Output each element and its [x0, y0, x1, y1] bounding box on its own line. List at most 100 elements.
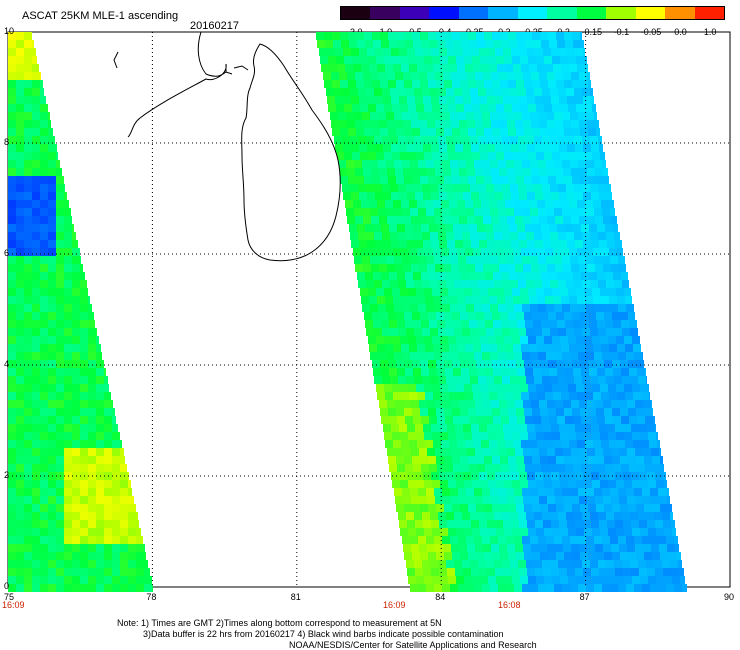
left-swath-cell	[48, 552, 56, 560]
left-swath-cell	[48, 568, 56, 576]
right-swath-cell	[576, 480, 584, 488]
left-swath-cell	[24, 512, 32, 520]
left-swath-cell	[88, 336, 96, 344]
right-swath-cell	[501, 40, 509, 48]
right-swath-cell	[510, 184, 518, 192]
right-swath-cell	[663, 568, 671, 576]
right-swath-cell	[601, 200, 609, 208]
right-swath-cell	[543, 96, 551, 104]
right-swath-cell	[502, 184, 510, 192]
right-swath-cell	[536, 528, 544, 536]
right-swath-cell	[581, 40, 584, 48]
right-swath-cell	[483, 216, 491, 224]
left-swath-cell	[40, 536, 48, 544]
right-swath-cell	[335, 144, 343, 152]
right-swath-cell	[398, 136, 406, 144]
right-swath-cell	[475, 448, 483, 456]
right-swath-cell	[422, 232, 430, 240]
right-swath-cell	[491, 216, 499, 224]
right-swath-cell	[618, 536, 626, 544]
right-swath-cell	[594, 208, 602, 216]
right-swath-cell	[618, 256, 625, 264]
right-swath-cell	[375, 48, 383, 56]
right-swath-cell	[404, 408, 412, 416]
right-swath-cell	[546, 208, 554, 216]
right-swath-cell	[578, 256, 586, 264]
right-swath-cell	[436, 32, 444, 40]
right-swath-cell	[523, 400, 531, 408]
right-swath-cell	[590, 88, 593, 96]
right-swath-cell	[563, 496, 571, 504]
left-swath-cell	[64, 400, 72, 408]
left-swath-cell	[32, 248, 40, 256]
left-swath-cell	[32, 72, 40, 80]
right-swath-cell	[431, 472, 439, 480]
right-swath-cell	[451, 544, 459, 552]
right-swath-cell	[497, 344, 505, 352]
right-swath-cell	[423, 192, 431, 200]
right-swath-cell	[512, 288, 520, 296]
right-swath-cell	[500, 552, 508, 560]
right-swath-cell	[393, 392, 401, 400]
right-swath-cell	[524, 176, 532, 184]
right-swath-cell	[577, 440, 585, 448]
right-swath-cell	[519, 424, 527, 432]
right-swath-cell	[402, 160, 410, 168]
right-swath-cell	[455, 192, 463, 200]
right-swath-cell	[414, 136, 422, 144]
right-swath-cell	[442, 352, 450, 360]
right-swath-cell	[645, 416, 653, 424]
left-swath-cell	[16, 512, 24, 520]
right-swath-cell	[463, 520, 471, 528]
right-swath-cell	[459, 168, 467, 176]
right-swath-cell	[377, 392, 385, 400]
right-swath-cell	[463, 144, 471, 152]
right-swath-cell	[513, 392, 521, 400]
right-swath-cell	[453, 416, 461, 424]
right-swath-cell	[386, 256, 394, 264]
right-swath-cell	[392, 288, 400, 296]
right-swath-cell	[660, 552, 668, 560]
colorbar-swatch	[635, 7, 666, 19]
left-swath-cell	[32, 120, 40, 128]
left-swath-cell	[24, 136, 32, 144]
left-swath-cell	[8, 352, 16, 360]
left-swath-cell	[112, 584, 120, 592]
right-swath-cell	[560, 432, 568, 440]
right-swath-cell	[450, 112, 458, 120]
right-swath-cell	[615, 568, 623, 576]
right-swath-cell	[396, 456, 404, 464]
right-swath-cell	[634, 584, 642, 592]
right-swath-cell	[410, 304, 418, 312]
right-swath-cell	[617, 248, 623, 256]
right-swath-cell	[455, 568, 463, 576]
right-swath-cell	[482, 584, 490, 592]
right-swath-cell	[440, 288, 448, 296]
right-swath-cell	[526, 560, 534, 568]
colorbar-swatch	[606, 7, 636, 19]
left-swath-cell	[8, 400, 16, 408]
right-swath-cell	[349, 224, 357, 232]
right-swath-cell	[544, 56, 552, 64]
right-swath-cell	[486, 328, 494, 336]
right-swath-cell	[317, 40, 325, 48]
right-swath-cell	[548, 80, 556, 88]
right-swath-cell	[480, 480, 488, 488]
left-swath-cell	[96, 576, 104, 584]
right-swath-cell	[504, 56, 512, 64]
left-swath-cell	[104, 456, 112, 464]
right-swath-cell	[457, 296, 465, 304]
right-swath-cell	[525, 272, 533, 280]
right-swath-cell	[602, 352, 610, 360]
left-swath-cell	[48, 192, 56, 200]
left-swath-cell	[88, 360, 96, 368]
right-swath-cell	[424, 384, 432, 392]
right-swath-cell	[567, 144, 575, 152]
right-swath-cell	[458, 536, 466, 544]
right-swath-cell	[546, 304, 554, 312]
right-swath-cell	[591, 472, 599, 480]
left-swath-cell	[56, 552, 64, 560]
right-swath-cell	[651, 448, 659, 456]
right-swath-cell	[409, 392, 417, 400]
right-swath-cell	[548, 128, 556, 136]
